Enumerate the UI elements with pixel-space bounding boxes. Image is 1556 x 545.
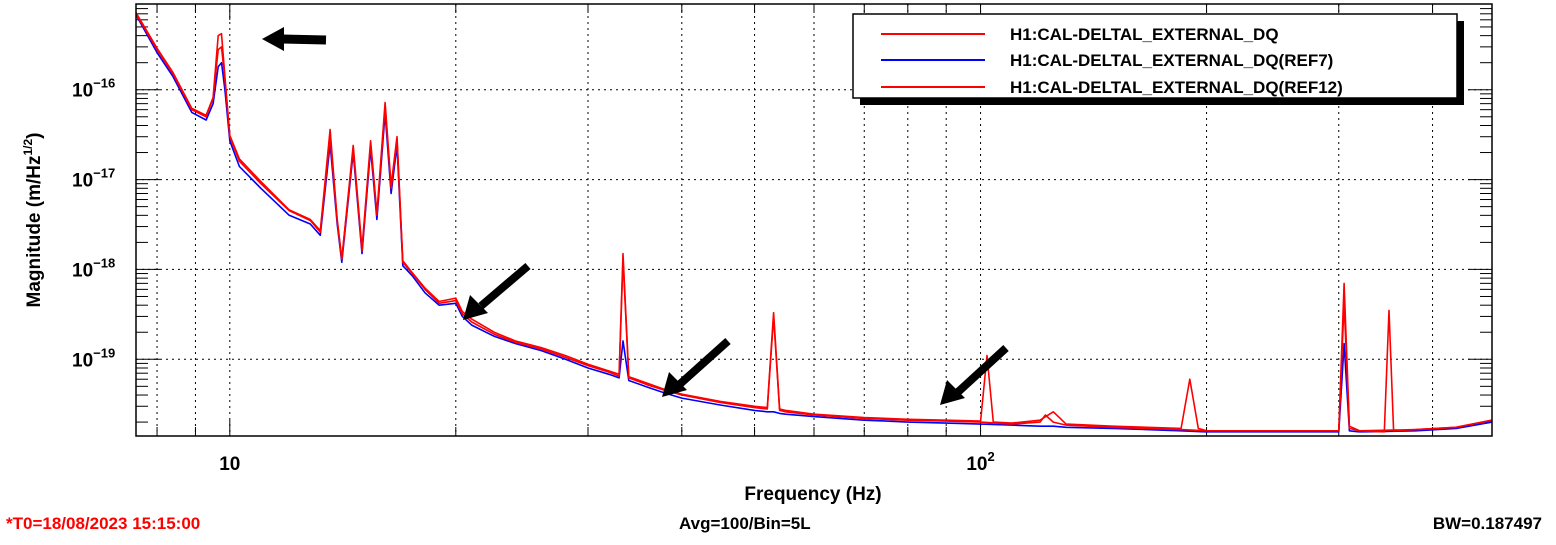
spectrum-plot: 10−16 10−17 10−18 10−19 10 102 Frequency (Hz…	[21, 3, 1493, 505]
t0-timestamp: *T0=18/08/2023 15:15:00	[6, 514, 201, 533]
plot-frame	[135, 3, 1493, 437]
legend-entry-1: H1:CAL-DELTAL_EXTERNAL_DQ(REF7)	[1010, 51, 1333, 70]
legend-box	[852, 13, 1458, 99]
arrow-annotation-2	[463, 262, 531, 320]
series-layer	[136, 13, 1492, 432]
y-axis-label-suffix: )	[24, 132, 45, 138]
axis-ticks	[136, 3, 1492, 436]
y-tick-label: 10−18	[72, 255, 115, 281]
arrow-annotation-4	[940, 345, 1009, 405]
x-axis-label: Frequency (Hz)	[744, 484, 881, 505]
y-tick-label: 10−16	[72, 76, 115, 102]
y-tick-labels: 10−16 10−17 10−18 10−19	[72, 76, 115, 372]
x-tick-label: 102	[966, 449, 994, 475]
arrow-annotation-1	[262, 27, 327, 51]
y-tick-label: 10−17	[72, 166, 115, 192]
x-tick-label: 10	[219, 454, 240, 475]
series-line-2	[136, 13, 1492, 432]
y-tick-label: 10−19	[72, 345, 115, 371]
y-axis-label: Magnitude (m/Hz1/2)	[21, 132, 45, 307]
arrow-annotation-3	[662, 338, 731, 397]
annotation-arrows	[262, 27, 1009, 405]
bandwidth-info: BW=0.187497	[1432, 514, 1542, 533]
x-tick-labels: 10 102	[219, 449, 995, 475]
legend-entry-2: H1:CAL-DELTAL_EXTERNAL_DQ(REF12)	[1010, 78, 1343, 97]
series-line-1	[136, 15, 1492, 432]
legend: H1:CAL-DELTAL_EXTERNAL_DQ H1:CAL-DELTAL_…	[852, 13, 1464, 105]
y-axis-label-exponent: 1/2	[21, 139, 35, 156]
y-axis-label-main: Magnitude (m/Hz	[24, 156, 45, 308]
averaging-info: Avg=100/Bin=5L	[679, 514, 811, 533]
legend-entry-0: H1:CAL-DELTAL_EXTERNAL_DQ	[1010, 25, 1279, 44]
